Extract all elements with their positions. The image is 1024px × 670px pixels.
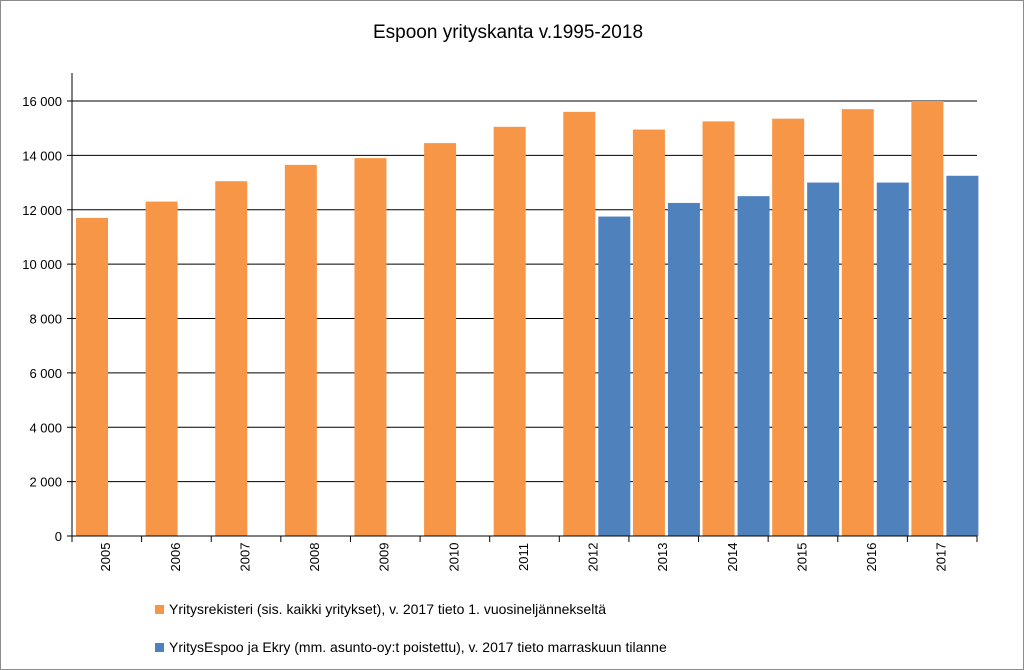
bar-yritysrekisteri (284, 164, 317, 536)
bar-yritysespoo (946, 175, 979, 536)
y-tick-label: 4 000 (29, 420, 62, 435)
bar-yritysespoo (598, 216, 631, 536)
x-tick-label: 2006 (168, 543, 183, 572)
y-tick-label: 12 000 (22, 203, 62, 218)
y-tick-label: 8 000 (29, 312, 62, 327)
y-tick-label: 14 000 (22, 148, 62, 163)
x-tick-label: 2017 (934, 543, 949, 572)
bar-yritysrekisteri (841, 109, 874, 536)
x-tick-label: 2014 (725, 543, 740, 572)
bar-yritysespoo (876, 182, 909, 536)
axes (71, 73, 977, 537)
y-tick-label: 0 (55, 529, 62, 544)
bar-yritysrekisteri (702, 121, 735, 536)
legend-label: Yritysrekisteri (sis. kaikki yritykset),… (169, 601, 606, 617)
bar-yritysespoo (737, 196, 770, 536)
chart-title: Espoon yrityskanta v.1995-2018 (373, 22, 643, 43)
y-tick-label: 2 000 (29, 475, 62, 490)
legend: Yritysrekisteri (sis. kaikki yritykset),… (155, 601, 667, 655)
bar-yritysrekisteri (772, 118, 805, 536)
y-tick-label: 10 000 (22, 257, 62, 272)
bar-yritysespoo (807, 182, 840, 536)
legend-label: YritysEspoo ja Ekry (mm. asunto-oy:t poi… (169, 639, 667, 655)
x-tick-label: 2016 (864, 543, 879, 572)
x-tick-label: 2011 (516, 543, 531, 571)
bar-yritysrekisteri (563, 111, 596, 536)
x-axis-ticks: 2005 2006 2007 2008 2009 2010 2011 2012 2013 2014… (71, 536, 978, 572)
y-tick-label: 6 000 (29, 366, 62, 381)
y-axis-ticks: 0 2 000 4 000 6 000 8 000 10 000 12 000 14 000 1… (22, 94, 72, 544)
bar-yritysrekisteri (911, 101, 944, 536)
x-tick-label: 2005 (98, 543, 113, 572)
x-tick-label: 2010 (446, 543, 461, 572)
x-tick-label: 2012 (586, 543, 601, 572)
legend-swatch (155, 643, 164, 652)
x-tick-label: 2008 (307, 543, 322, 572)
bar-yritysrekisteri (215, 181, 248, 536)
bar-yritysrekisteri (632, 129, 665, 536)
legend-swatch (155, 605, 164, 614)
bar-yritysrekisteri (493, 126, 526, 536)
x-tick-label: 2015 (794, 543, 809, 572)
x-tick-label: 2013 (655, 543, 670, 572)
bar-yritysrekisteri (424, 143, 457, 536)
x-tick-label: 2009 (377, 543, 392, 572)
bars (76, 101, 979, 536)
bar-yritysrekisteri (145, 201, 178, 536)
bar-yritysespoo (667, 202, 700, 536)
bar-yritysrekisteri (76, 217, 108, 536)
y-tick-label: 16 000 (22, 94, 62, 109)
x-tick-label: 2007 (237, 543, 252, 572)
bar-yritysrekisteri (354, 158, 387, 536)
